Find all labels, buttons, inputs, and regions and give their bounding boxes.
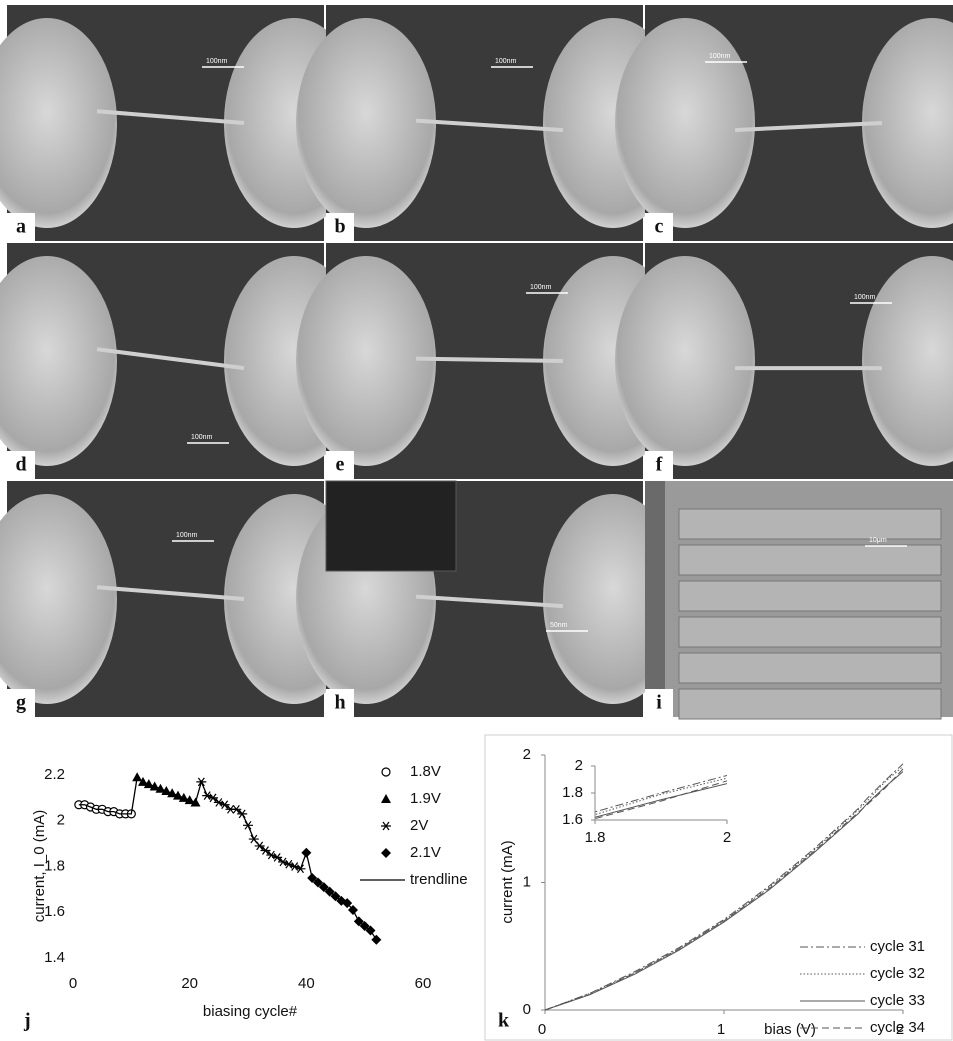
x-tick-label: 0 — [538, 1021, 546, 1038]
series-line — [545, 766, 903, 1010]
electrode-strip — [679, 617, 941, 647]
inset-series-line — [0, 781, 727, 1036]
scale-bar-label: 100nm — [854, 294, 876, 301]
y-tick-label: 1.4 — [44, 949, 65, 966]
panel-label: a — [16, 216, 26, 238]
scale-bar-label: 100nm — [176, 532, 198, 539]
legend-marker — [381, 822, 391, 830]
electrode — [615, 18, 755, 228]
sem-image — [296, 481, 683, 717]
legend-label: 1.9V — [410, 790, 441, 807]
x-axis-label: biasing cycle# — [203, 1003, 298, 1020]
y-tick-label: 2 — [57, 812, 65, 829]
x-tick-label: 1 — [717, 1021, 725, 1038]
electrode — [296, 256, 436, 466]
y-axis-label: current (mA) — [499, 840, 516, 923]
electrode-strip — [679, 545, 941, 575]
panel-label: c — [655, 216, 664, 238]
scale-bar-label: 100nm — [206, 58, 228, 65]
electrode — [615, 256, 755, 466]
electrode-strip — [679, 653, 941, 683]
x-axis-label: bias (V) — [764, 1021, 816, 1038]
x-tick-label: 60 — [415, 975, 432, 992]
legend-label: cycle 31 — [870, 938, 925, 955]
inset-image — [326, 481, 456, 571]
panel-label: f — [656, 454, 663, 476]
y-tick-label: 2.2 — [44, 766, 65, 783]
legend-label: cycle 33 — [870, 992, 925, 1009]
inset-y-tick-label: 2 — [575, 757, 583, 774]
scale-bar-label: 100nm — [495, 58, 517, 65]
x-tick-label: 0 — [69, 975, 77, 992]
scale-bar-label: 100nm — [709, 53, 731, 60]
sem-image — [615, 243, 953, 479]
legend-label: 1.8V — [410, 763, 441, 780]
x-tick-label: 40 — [298, 975, 315, 992]
series-line — [545, 764, 903, 1010]
inset-y-tick-label: 1.6 — [562, 811, 583, 828]
legend-marker — [381, 794, 391, 803]
panel-label: g — [16, 692, 26, 714]
legend-label: 2.1V — [410, 844, 441, 861]
panel-label: j — [23, 1010, 31, 1032]
inset-y-tick-label: 1.8 — [562, 784, 583, 801]
electrode-strip — [679, 509, 941, 539]
legend-label: cycle 32 — [870, 965, 925, 982]
scale-bar-label: 50nm — [550, 622, 568, 629]
panel-label: d — [15, 454, 26, 476]
scale-bar-label: 10μm — [869, 537, 887, 544]
legend-marker — [382, 768, 390, 776]
panel-label: k — [498, 1010, 510, 1032]
scale-bar-label: 100nm — [530, 284, 552, 291]
legend-label: trendline — [410, 871, 468, 888]
sem-strip — [645, 481, 665, 717]
y-tick-label: 2 — [523, 746, 531, 763]
scale-bar-label: 100nm — [191, 434, 213, 441]
y-tick-label: 1 — [523, 873, 531, 890]
inset-x-tick-label: 1.8 — [585, 829, 606, 846]
legend-label: cycle 34 — [870, 1019, 925, 1036]
panel-label: b — [334, 216, 345, 238]
panel-label: h — [334, 692, 345, 714]
legend-marker — [381, 848, 391, 858]
nanowire — [416, 359, 563, 361]
electrode-strip — [679, 689, 941, 719]
x-tick-label: 20 — [181, 975, 198, 992]
sem-image — [645, 481, 953, 719]
panel-label: i — [656, 692, 662, 714]
y-tick-label: 0 — [523, 1001, 531, 1018]
sem-image — [615, 5, 953, 241]
inset-x-tick-label: 2 — [723, 829, 731, 846]
figure: 100nm a 100nm b 100nm c 100nm d 100nm e 100nm f 100n… — [0, 0, 953, 1041]
y-axis-label: current, I_0 (mA) — [31, 810, 48, 923]
inset-series-line — [0, 778, 727, 1036]
legend-label: 2V — [410, 817, 428, 834]
inset-series-line — [0, 784, 727, 1036]
electrode-strip — [679, 581, 941, 611]
electrode — [296, 18, 436, 228]
panel-label: e — [336, 454, 345, 476]
